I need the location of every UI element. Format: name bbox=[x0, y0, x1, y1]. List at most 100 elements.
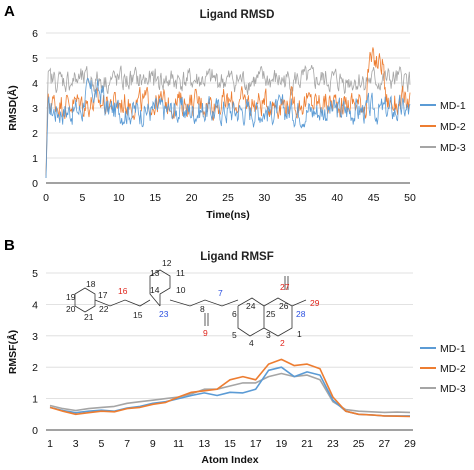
ring-left-bonds bbox=[74, 287, 96, 313]
rmsd-x-axis-title: Time(ns) bbox=[206, 209, 250, 221]
rmsd-y-tick-label: 6 bbox=[32, 28, 38, 40]
rmsf-y-ticks: 0 1 2 3 4 5 bbox=[32, 268, 38, 437]
rmsf-legend-label: MD-2 bbox=[440, 363, 466, 375]
rmsd-y-tick-label: 4 bbox=[32, 78, 38, 90]
rmsf-x-tick-label: 1 bbox=[47, 438, 53, 450]
rmsf-x-tick-label: 27 bbox=[378, 438, 390, 450]
rmsd-x-tick-label: 0 bbox=[43, 192, 49, 204]
rmsf-legend: MD-1 MD-2 MD-3 bbox=[420, 343, 466, 395]
rmsd-x-tick-label: 5 bbox=[79, 192, 85, 204]
rmsd-series-md-1 bbox=[45, 77, 411, 179]
rmsf-grid bbox=[46, 272, 413, 400]
rmsd-x-tick-label: 10 bbox=[113, 192, 125, 204]
atom-label-9: 9 bbox=[203, 328, 208, 338]
rmsf-y-tick-label: 4 bbox=[32, 299, 38, 311]
rmsd-legend: MD-1 MD-2 MD-3 bbox=[420, 100, 466, 154]
rmsd-y-ticks: 0 1 2 3 4 5 6 bbox=[32, 28, 38, 190]
rmsf-chart-title: Ligand RMSF bbox=[200, 251, 273, 263]
panel-b-letter: B bbox=[4, 237, 15, 254]
rmsf-legend-label: MD-1 bbox=[440, 343, 466, 355]
rmsf-y-tick-label: 2 bbox=[32, 362, 38, 374]
rmsd-x-tick-label: 45 bbox=[368, 192, 380, 204]
atom-label-16: 16 bbox=[118, 286, 128, 296]
rmsd-y-tick-label: 0 bbox=[32, 178, 38, 190]
rmsf-x-ticks: 1 3 5 7 9 11 13 15 17 19 21 23 25 27 29 bbox=[47, 438, 416, 450]
atom-label-14: 14 bbox=[150, 285, 160, 295]
atom-label-27: 27 bbox=[280, 282, 290, 292]
rmsf-x-tick-label: 7 bbox=[124, 438, 130, 450]
panel-a-letter: A bbox=[4, 3, 15, 20]
rmsf-x-tick-label: 5 bbox=[99, 438, 105, 450]
atom-label-17: 17 bbox=[98, 290, 108, 300]
atom-label-25: 25 bbox=[266, 309, 276, 319]
rmsf-x-tick-label: 11 bbox=[173, 438, 184, 450]
rmsd-series-md-3 bbox=[45, 64, 411, 179]
rmsd-x-tick-label: 15 bbox=[149, 192, 161, 204]
rmsd-legend-label: MD-2 bbox=[440, 121, 466, 133]
rmsf-y-axis-title: RMSF(Å) bbox=[6, 330, 19, 374]
rmsf-series-lines bbox=[49, 358, 411, 418]
atom-label-28: 28 bbox=[296, 309, 306, 319]
rmsf-legend-label: MD-3 bbox=[440, 383, 466, 395]
rmsd-x-tick-label: 30 bbox=[259, 192, 271, 204]
rmsd-x-tick-label: 40 bbox=[331, 192, 343, 204]
atom-label-1-pos: 1 bbox=[297, 329, 302, 339]
chain-middle-bonds bbox=[169, 299, 239, 307]
chain-left-bonds bbox=[94, 299, 151, 307]
atom-label-18-pos: 18 bbox=[86, 279, 96, 289]
rmsd-y-axis-title: RMSD(Å) bbox=[6, 85, 19, 131]
rmsd-x-ticks: 0 5 10 15 20 25 30 35 40 45 50 bbox=[43, 192, 416, 204]
rmsf-x-tick-label: 17 bbox=[250, 438, 262, 450]
n28-bond bbox=[291, 299, 307, 307]
rmsf-x-tick-label: 21 bbox=[301, 438, 313, 450]
ring-top-bonds bbox=[149, 269, 171, 307]
rmsf-x-tick-label: 23 bbox=[327, 438, 339, 450]
atom-label-2: 2 bbox=[280, 338, 285, 348]
atom-label-13: 13 bbox=[150, 268, 160, 278]
atom-label-24: 24 bbox=[246, 301, 256, 311]
ligand-structure-inset: 18 19 20 21 22 17 16 15 14 13 12 11 10 2… bbox=[66, 258, 320, 348]
rmsd-x-tick-label: 35 bbox=[295, 192, 307, 204]
rmsd-y-tick-label: 1 bbox=[32, 153, 38, 165]
rmsd-legend-label: MD-3 bbox=[440, 142, 466, 154]
rmsf-series-md-2 bbox=[49, 358, 411, 418]
rmsd-series-lines bbox=[45, 47, 411, 179]
atom-label-11: 11 bbox=[176, 268, 185, 278]
rmsd-x-tick-label: 25 bbox=[222, 192, 234, 204]
atom-label-22: 22 bbox=[99, 304, 109, 314]
rmsd-y-tick-label: 5 bbox=[32, 53, 38, 65]
atom-label-10: 10 bbox=[176, 285, 186, 295]
atom-label-6: 6 bbox=[232, 309, 237, 319]
rmsf-x-tick-label: 15 bbox=[224, 438, 236, 450]
rmsd-y-tick-label: 2 bbox=[32, 128, 38, 140]
atom-label-8: 8 bbox=[200, 304, 205, 314]
atom-label-20: 20 bbox=[66, 304, 76, 314]
atom-label-26: 26 bbox=[279, 301, 289, 311]
rmsd-y-tick-label: 3 bbox=[32, 103, 38, 115]
rmsf-y-tick-label: 0 bbox=[32, 425, 38, 437]
rmsf-x-tick-label: 25 bbox=[353, 438, 365, 450]
atom-label-12: 12 bbox=[162, 258, 172, 268]
rmsf-x-tick-label: 3 bbox=[73, 438, 79, 450]
rmsf-y-tick-label: 1 bbox=[32, 394, 38, 406]
rmsd-x-tick-label: 50 bbox=[404, 192, 416, 204]
ring-fused-bonds bbox=[263, 297, 293, 337]
rmsf-series-md-3 bbox=[49, 372, 411, 414]
atom-label-15: 15 bbox=[133, 310, 143, 320]
rmsf-x-tick-label: 13 bbox=[198, 438, 210, 450]
atom-label-29: 29 bbox=[310, 298, 320, 308]
rmsf-x-axis-title: Atom Index bbox=[201, 454, 258, 466]
atom-label-3: 3 bbox=[266, 330, 271, 340]
atom-label-23: 23 bbox=[159, 309, 169, 319]
rmsf-x-tick-label: 19 bbox=[276, 438, 288, 450]
rmsf-y-tick-label: 3 bbox=[32, 331, 38, 343]
atom-label-19: 19 bbox=[66, 292, 76, 302]
rmsf-y-tick-label: 5 bbox=[32, 268, 38, 280]
rmsf-x-tick-label: 29 bbox=[404, 438, 416, 450]
rmsd-chart-title: Ligand RMSD bbox=[200, 9, 275, 21]
atom-label-5: 5 bbox=[232, 330, 237, 340]
rmsd-x-tick-label: 20 bbox=[186, 192, 198, 204]
rmsf-x-tick-label: 9 bbox=[150, 438, 156, 450]
atom-label-21: 21 bbox=[84, 312, 94, 322]
